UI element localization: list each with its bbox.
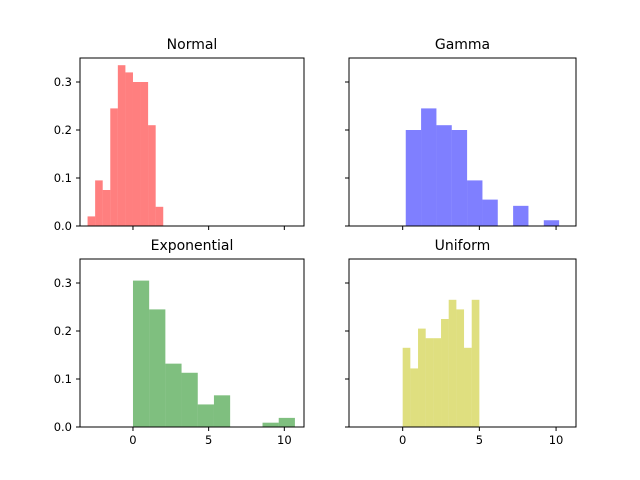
histogram-bar — [155, 206, 164, 226]
subplot-uniform: Uniform 0 5 10 — [345, 238, 577, 447]
histogram-bar — [448, 299, 457, 427]
axes-frame — [348, 258, 577, 428]
subplot-exponential: Exponential 0 5 10 0.0 0.1 0.2 0.3 — [54, 238, 305, 447]
histogram-bar — [513, 205, 529, 226]
subplot-normal: Normal 0.0 0.1 0.2 0.3 — [54, 37, 305, 233]
histogram-bar — [125, 72, 133, 227]
histogram-bar — [95, 180, 103, 226]
histogram-bar — [213, 395, 231, 427]
y-tick-label: 0.0 — [54, 420, 72, 434]
axes-frame — [79, 57, 305, 227]
histogram-bar — [425, 338, 434, 427]
histogram-bar — [110, 108, 118, 226]
histogram-bar — [402, 347, 411, 427]
histogram-bar — [181, 372, 198, 427]
histogram-bar — [456, 309, 465, 427]
histogram-bar — [148, 125, 156, 226]
histogram-bar — [132, 82, 141, 226]
histogram-bar — [197, 404, 214, 427]
histogram-bar — [418, 328, 426, 427]
histogram-bar — [543, 220, 560, 226]
y-tick-label: 0.1 — [54, 372, 72, 386]
x-tick-label: 5 — [476, 433, 483, 447]
histogram-bar — [405, 130, 422, 226]
histogram-bar — [278, 417, 295, 427]
y-tick-label: 0.2 — [54, 123, 72, 137]
subplot-title: Uniform — [435, 238, 491, 254]
x-tick-label: 0 — [129, 433, 136, 447]
histogram-bar — [165, 363, 182, 427]
subplot-title: Normal — [167, 37, 218, 53]
histogram-bar — [467, 180, 483, 226]
subplot-title: Gamma — [435, 37, 490, 53]
y-tick-label: 0.3 — [54, 276, 72, 290]
histogram-bar — [87, 216, 96, 226]
subplot-title: Exponential — [151, 238, 234, 254]
x-tick-label: 5 — [205, 433, 212, 447]
y-tick-label: 0.3 — [54, 75, 72, 89]
histogram-bar — [102, 190, 111, 226]
histogram-bar — [441, 319, 449, 427]
histogram-bars — [132, 280, 295, 427]
histogram-bar — [482, 199, 498, 226]
histogram-bar — [132, 280, 150, 427]
histogram-bar — [117, 65, 126, 226]
histogram-bar — [471, 299, 480, 427]
histogram-bar — [451, 130, 468, 226]
histogram-bar — [140, 82, 149, 226]
histogram-bar — [464, 347, 472, 427]
x-tick-label: 10 — [277, 433, 292, 447]
x-tick-label: 10 — [549, 433, 564, 447]
axes-frame — [79, 258, 305, 428]
histogram-bars — [402, 299, 480, 427]
histogram-bar — [436, 125, 452, 226]
histogram-bar — [410, 368, 419, 427]
histogram-bar — [433, 338, 442, 427]
y-tick-label: 0.0 — [54, 219, 72, 233]
axes-frame — [348, 57, 577, 227]
x-tick-label: 0 — [399, 433, 406, 447]
histogram-bar — [149, 309, 166, 427]
histogram-bar — [262, 422, 279, 427]
subplot-grid: Normal 0.0 0.1 0.2 0.3 Gamma Exponential 0 5 10 0.… — [54, 37, 577, 447]
histogram-bars — [405, 108, 560, 226]
y-tick-label: 0.2 — [54, 324, 72, 338]
histogram-bar — [421, 108, 437, 226]
subplot-gamma: Gamma — [345, 37, 577, 230]
histogram-bars — [87, 65, 164, 227]
y-tick-label: 0.1 — [54, 171, 72, 185]
